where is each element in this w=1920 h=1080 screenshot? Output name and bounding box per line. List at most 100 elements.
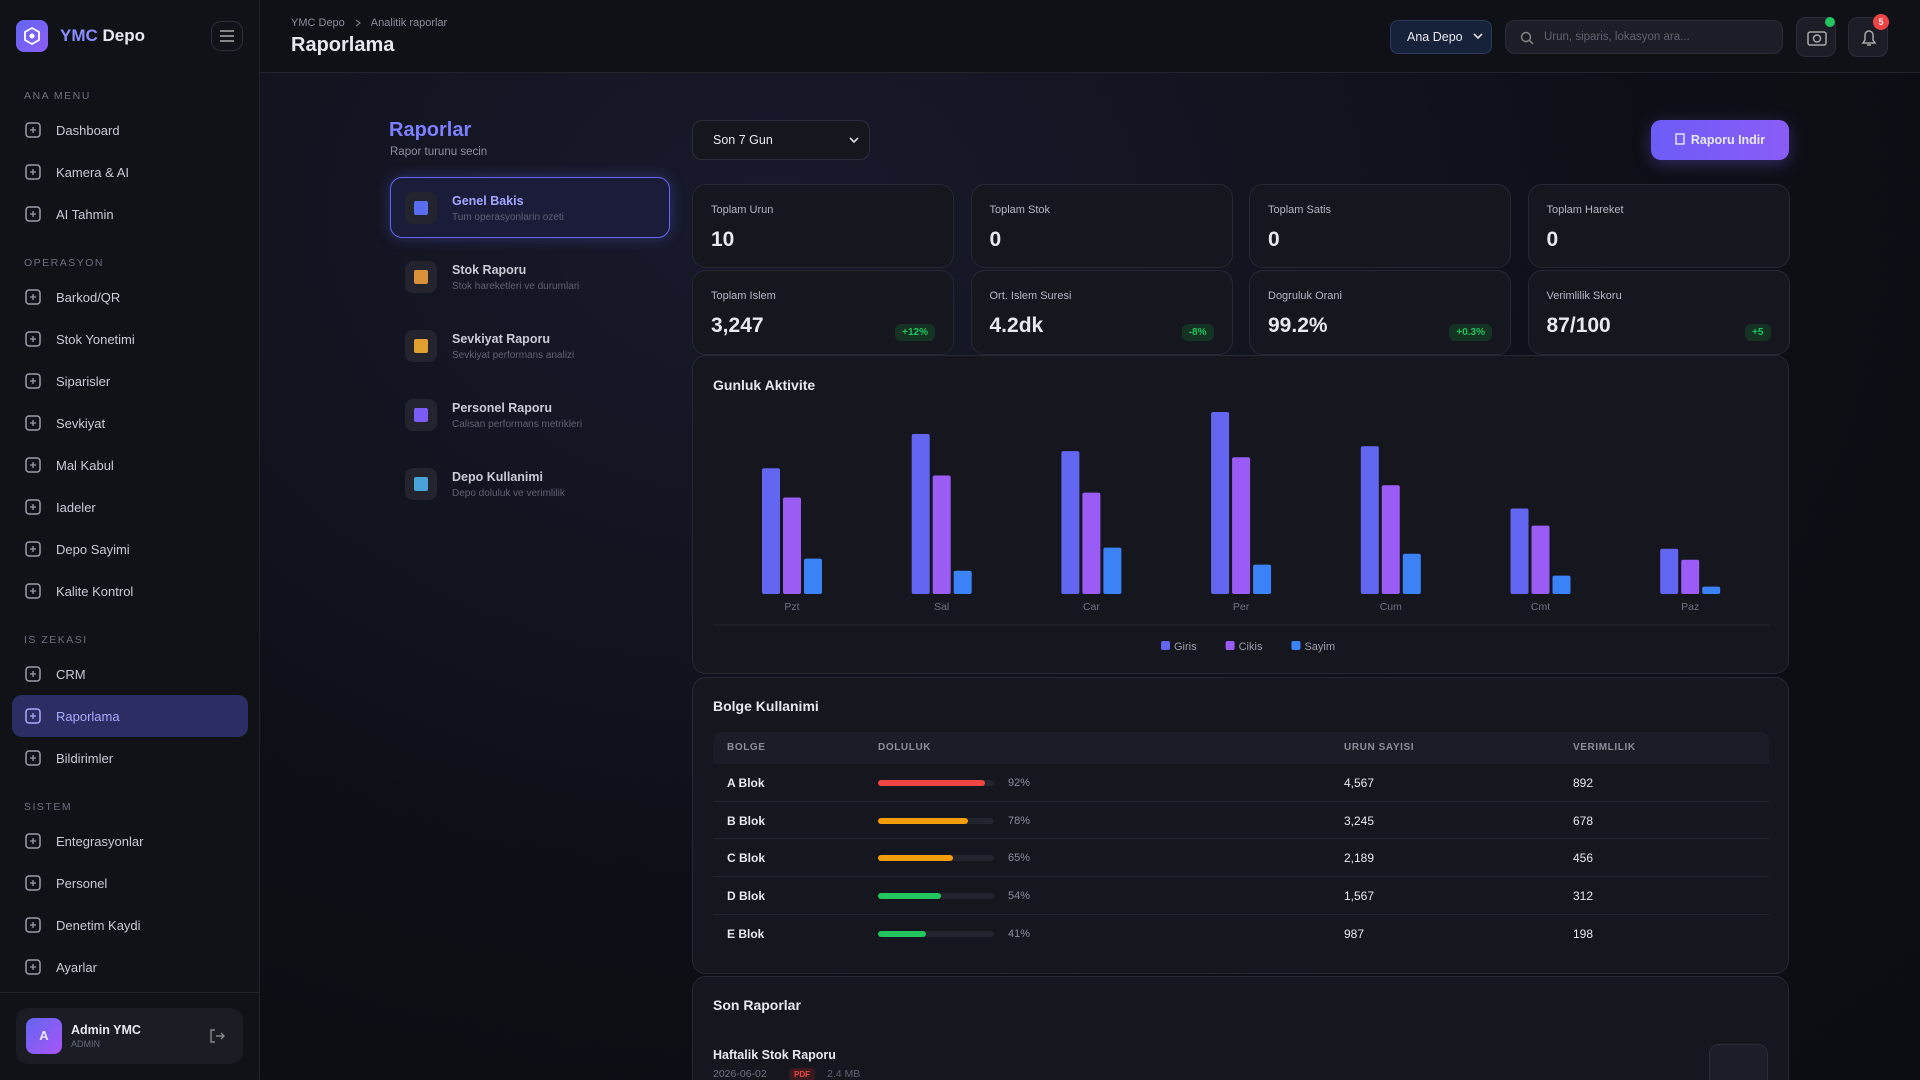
- nav-item[interactable]: Iadeler: [12, 486, 248, 528]
- x-tick-label: Cum: [1380, 601, 1402, 613]
- avatar: A: [26, 1018, 62, 1054]
- icon-shape: [25, 708, 41, 724]
- column-header: URUN SAYISI: [1344, 742, 1415, 753]
- bar: [1681, 559, 1700, 594]
- icon-shape: [25, 373, 41, 389]
- legend-swatch: [1225, 641, 1235, 650]
- nav-item[interactable]: Depo Sayimi: [12, 528, 248, 570]
- camera-button[interactable]: [1796, 17, 1836, 57]
- nav-item[interactable]: Sevkiyat: [12, 402, 248, 444]
- stat-change: +0.3%: [1449, 324, 1492, 341]
- report-item[interactable]: Depo Kullanimi Depo doluluk ve verimlilik: [390, 453, 670, 514]
- breadcrumb-sep: [355, 19, 361, 27]
- nav-label: Ayarlar: [56, 959, 97, 975]
- stat-value: 0: [1268, 228, 1280, 251]
- report-item[interactable]: Stok Raporu Stok hareketleri ve durumlari: [390, 246, 670, 307]
- nav-label: AI Tahmin: [56, 206, 114, 222]
- search[interactable]: Urun, siparis, lokasyon ara...: [1505, 20, 1783, 54]
- chevron: [849, 137, 859, 144]
- x-tick-label: Cmt: [1531, 601, 1550, 613]
- stat-label: Verimlilik Skoru: [1546, 290, 1622, 302]
- report-icon-glyph: [414, 408, 428, 422]
- logo-icon: [24, 26, 40, 46]
- nav-item[interactable]: Entegrasyonlar: [12, 820, 248, 862]
- bar: [953, 570, 972, 594]
- fill-track: [878, 930, 994, 937]
- nav-icon: [25, 875, 41, 891]
- nav-item[interactable]: Barkod/QR: [12, 276, 248, 318]
- nav-item[interactable]: Ayarlar: [12, 946, 248, 988]
- recent-download[interactable]: [1709, 1044, 1768, 1080]
- nav-item[interactable]: Bildirimler: [12, 737, 248, 779]
- nav-label: Dashboard: [56, 122, 120, 138]
- bell-icon: [1861, 30, 1877, 46]
- section-label: IS ZEKASI: [24, 634, 88, 646]
- nav-item[interactable]: Raporlama: [12, 695, 248, 737]
- nav-label: Siparisler: [56, 373, 111, 389]
- report-item[interactable]: Genel Bakis Tum operasyonlarin ozeti: [390, 177, 670, 238]
- icon-shape: [25, 875, 41, 891]
- nav-label: Sevkiyat: [56, 415, 106, 431]
- nav-item[interactable]: CRM: [12, 653, 248, 695]
- notifications-button[interactable]: 5: [1848, 14, 1889, 57]
- stat-card: Toplam Stok 0: [970, 184, 1233, 268]
- recent-format: PDF: [789, 1068, 815, 1080]
- breadcrumb: YMC Depo Analitik raporlar: [291, 17, 447, 29]
- bar: [1360, 446, 1379, 594]
- logout[interactable]: [208, 1027, 226, 1045]
- report-item[interactable]: Sevkiyat Raporu Sevkiyat performans anali…: [390, 315, 670, 376]
- menu-toggle[interactable]: [211, 21, 243, 51]
- breadcrumb-item[interactable]: YMC Depo: [291, 17, 345, 29]
- report-title: Depo Kullanimi: [452, 470, 543, 484]
- nav-item[interactable]: Personel: [12, 862, 248, 904]
- nav-item[interactable]: Kamera & AI: [12, 151, 248, 193]
- period-select[interactable]: Son 7 Gun: [692, 120, 870, 160]
- icon-shape: [25, 499, 41, 515]
- product-count: 2,189: [1344, 851, 1375, 866]
- nav-item[interactable]: Denetim Kaydi: [12, 904, 248, 946]
- stat-label: Toplam Hareket: [1546, 204, 1624, 216]
- nav-icon: [25, 164, 41, 180]
- column-header: VERIMLILIK: [1573, 742, 1636, 753]
- nav-icon: [25, 541, 41, 557]
- icon-shape: [25, 541, 41, 557]
- download-button[interactable]: Raporu Indir: [1651, 120, 1789, 160]
- nav-label: Kamera & AI: [56, 164, 129, 180]
- nav-item[interactable]: Siparisler: [12, 360, 248, 402]
- bar: [1510, 508, 1529, 594]
- stat-value: 87/100: [1546, 314, 1611, 337]
- zone-title: Bolge Kullanimi: [713, 698, 819, 714]
- stat-card: Ort. Islem Suresi 4.2dk -8%: [970, 270, 1233, 355]
- nav-label: Barkod/QR: [56, 289, 121, 305]
- zone-name: C Blok: [727, 851, 766, 866]
- legend-label: Giris: [1174, 641, 1197, 653]
- warehouse-select[interactable]: Ana Depo: [1390, 20, 1492, 54]
- nav-icon: [25, 708, 41, 724]
- nav-label: Raporlama: [56, 708, 120, 724]
- report-desc: Calisan performans metrikleri: [452, 419, 583, 430]
- report-icon: [405, 330, 437, 362]
- nav-item[interactable]: Mal Kabul: [12, 444, 248, 486]
- nav-icon: [25, 499, 41, 515]
- brand: YMC Depo: [60, 26, 145, 46]
- bar: [1402, 553, 1421, 594]
- divider: [0, 992, 260, 993]
- logo: [16, 20, 48, 52]
- nav-item[interactable]: Stok Yonetimi: [12, 318, 248, 360]
- stat-value: 3,247: [711, 314, 764, 337]
- stat-value: 99.2%: [1268, 314, 1328, 337]
- nav-item[interactable]: Dashboard: [12, 109, 248, 151]
- bar: [762, 468, 780, 594]
- efficiency: 312: [1573, 889, 1594, 904]
- icon-shape: [30, 671, 36, 677]
- product-count: 3,245: [1344, 813, 1375, 828]
- report-item[interactable]: Personel Raporu Calisan performans metrik…: [390, 384, 670, 445]
- nav-item[interactable]: Kalite Kontrol: [12, 570, 248, 612]
- zone-table: BOLGE DOLULUK URUN SAYISI VERIMLILIK A Blok 9…: [713, 732, 1769, 952]
- efficiency: 678: [1573, 813, 1594, 828]
- nav-item[interactable]: AI Tahmin: [12, 193, 248, 235]
- nav-section: ANA MENU Dashboard Kamera & AI AI Tahmin: [0, 76, 260, 235]
- icon-shape: [25, 331, 41, 347]
- reports-title: Raporlar: [389, 119, 472, 141]
